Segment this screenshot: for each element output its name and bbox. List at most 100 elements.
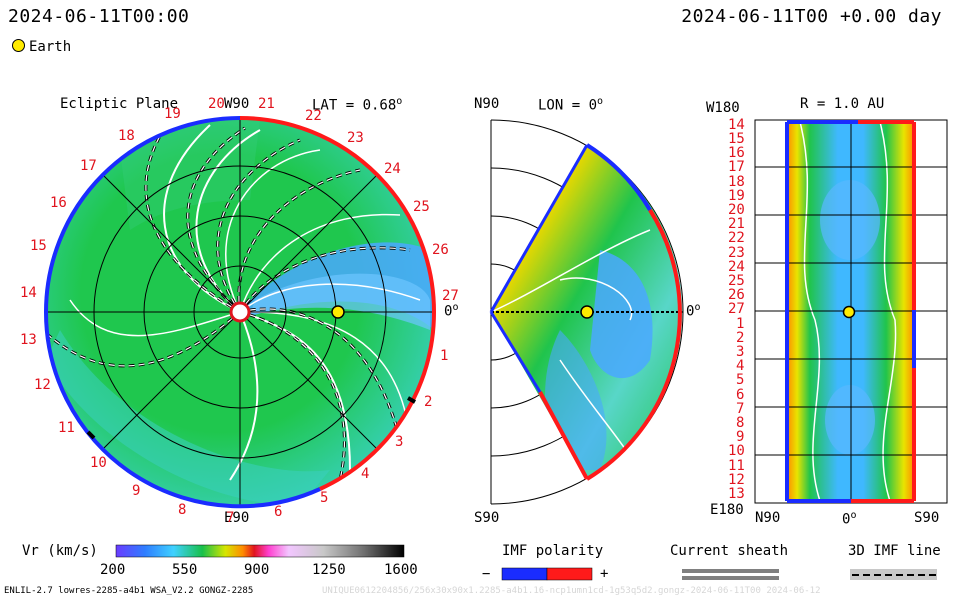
meridional-right-value: 0 [686,303,695,320]
rot-label: 25 [413,199,430,215]
ecliptic-plane-panel [43,116,437,509]
imf-line-title: 3D IMF line [848,543,941,559]
colorbar-tick: 1250 [312,562,346,578]
sphere-row-label: 3 [736,344,745,360]
ecliptic-right-label: 0o [444,302,458,320]
rot-label: 11 [58,420,75,436]
left-datetime: 2024-06-11T00:00 [8,6,190,27]
positive-polarity-swatch [546,567,593,581]
rot-label: 27 [442,288,459,304]
meridional-right-degree: o [694,302,701,313]
sphere-row-label: 7 [736,401,745,417]
ecliptic-right-degree: o [452,302,459,313]
rot-label: 5 [320,490,329,506]
footer-right: UNIQUE0612204856/256x30x90x1.2285-a4b1.1… [322,586,821,596]
sphere-bottom-left-label: E180 [710,502,744,518]
velocity-colorbar [115,544,405,558]
rot-label: 13 [20,332,37,348]
imf-polarity-title: IMF polarity [502,543,604,559]
sphere-x-mid-degree: o [850,510,857,521]
sphere-row-label: 5 [736,372,745,388]
imf-line-swatch [850,569,937,580]
ecliptic-right-value: 0 [444,303,453,320]
sphere-row-label: 9 [736,429,745,445]
sphere-row-label: 14 [728,117,745,133]
lon-value: LON = 0 [538,97,598,114]
lon-degree: o [597,96,604,107]
rot-label: 26 [432,242,449,258]
rot-label: 20 [208,96,225,112]
rot-label: 6 [274,504,283,520]
sphere-row-label: 8 [736,415,745,431]
colorbar-label: Vr (km/s) [22,543,98,559]
earth-marker-sphere [842,305,856,319]
ecliptic-lat-label: LAT = 0.68o [312,96,402,114]
sphere-row-label: 24 [728,259,745,275]
sphere-x-mid: 0o [842,510,856,528]
sun-marker [229,301,251,323]
rot-label: 9 [132,483,141,499]
rot-label: 19 [164,106,181,122]
earth-icon [12,39,25,52]
sphere-row-label: 22 [728,230,745,246]
sphere-row-label: 26 [728,287,745,303]
rot-label: 23 [347,130,364,146]
imf-minus-sign: − [482,566,491,582]
rot-label: 10 [90,455,107,471]
earth-legend-label: Earth [29,39,72,55]
lat-degree: o [396,96,403,107]
sphere-row-label: 11 [728,458,745,474]
meridional-plane-panel [489,119,684,505]
earth-marker-meridional [580,305,594,319]
positive-polarity-arc [239,116,437,491]
negative-polarity-swatch [501,567,548,581]
meridional-top-label: N90 [474,96,500,112]
sphere-x-left: N90 [755,510,781,526]
rot-label: 21 [258,96,275,112]
sphere-row-label: 18 [728,174,745,190]
sphere-row-label: 12 [728,472,745,488]
rot-label: 8 [178,502,187,518]
sphere-x-mid-value: 0 [842,511,851,528]
sphere-row-label: 21 [728,216,745,232]
negative-polarity-arc [43,116,321,509]
rot-label: 16 [50,195,67,211]
right-datetime: 2024-06-11T00 +0.00 day [681,6,942,27]
earth-marker-ecliptic [331,305,345,319]
sphere-top-left-label: W180 [706,100,740,116]
rot-label: 22 [305,108,322,124]
rot-label: 7 [226,510,235,526]
rot-label: 18 [118,128,135,144]
current-sheath-swatch [682,569,779,573]
rot-label: 15 [30,238,47,254]
colorbar-tick: 900 [244,562,270,578]
sphere-row-label: 2 [736,330,745,346]
meridional-lon-label: LON = 0o [538,96,603,114]
rot-label: 4 [361,466,370,482]
lat-value: LAT = 0.68 [312,97,397,114]
colorbar-tick: 1600 [384,562,418,578]
rot-label: 3 [395,434,404,450]
earth-legend: Earth [12,39,71,55]
sphere-row-label: 23 [728,245,745,261]
imf-plus-sign: + [600,566,609,582]
sphere-row-label: 1 [736,316,745,332]
meridional-bottom-label: S90 [474,510,500,526]
colorbar-tick: 200 [100,562,126,578]
ecliptic-title: Ecliptic Plane [60,96,179,112]
sphere-row-label: 10 [728,443,745,459]
meridional-right-label: 0o [686,302,700,320]
footer-left: ENLIL-2.7 lowres-2285-a4b1 WSA_V2.2 GONG… [4,586,254,596]
rot-label: 1 [440,348,449,364]
sphere-row-label: 13 [728,486,745,502]
sphere-row-label: 25 [728,273,745,289]
sphere-row-label: 6 [736,387,745,403]
sphere-row-label: 17 [728,159,745,175]
sphere-row-label: 15 [728,131,745,147]
rot-label: 17 [80,158,97,174]
rot-label: 2 [424,394,433,410]
colorbar-tick: 550 [172,562,198,578]
rot-label: 24 [384,161,401,177]
current-sheath-title: Current sheath [670,543,789,559]
